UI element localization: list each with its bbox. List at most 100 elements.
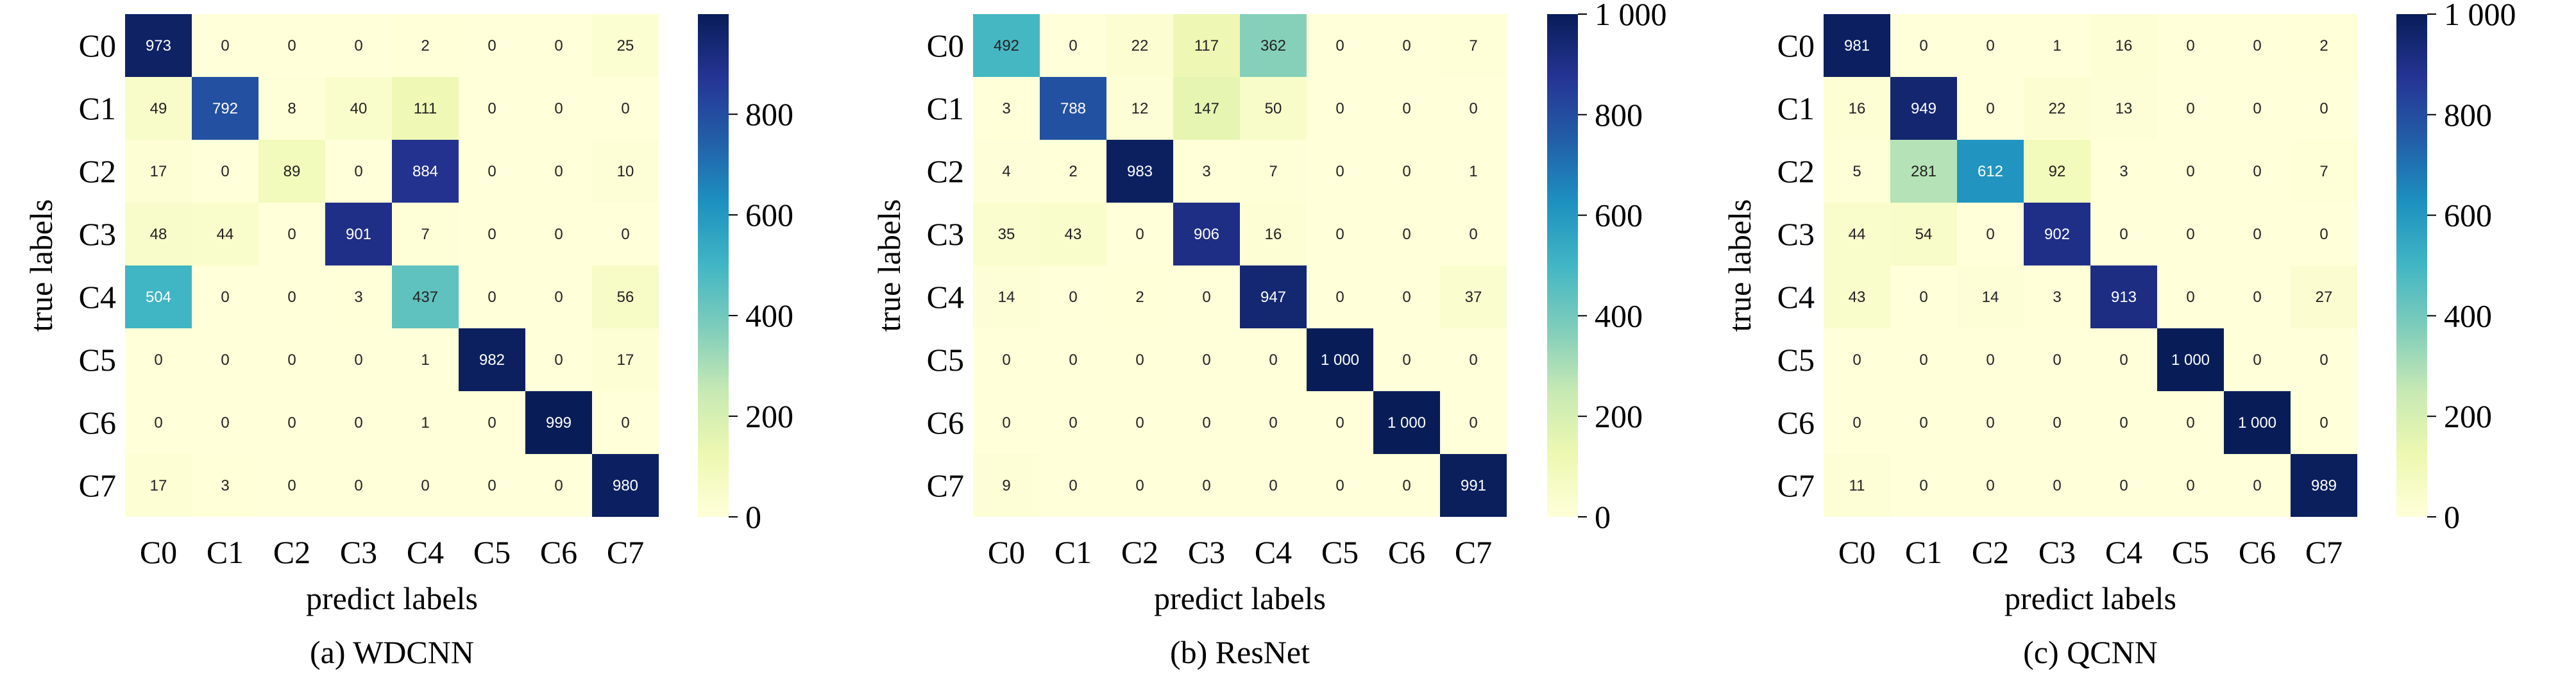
y-tick-label: C7 xyxy=(927,467,964,503)
heatmap-cell xyxy=(2157,14,2224,77)
cell-value-label: 7 xyxy=(1469,37,1477,55)
cell-value-label: 0 xyxy=(2119,477,2128,494)
cell-value-label: 0 xyxy=(1269,414,1277,432)
heatmap-cell xyxy=(525,14,592,77)
cell-value-label: 1 000 xyxy=(1321,351,1359,369)
cell-value-label: 0 xyxy=(221,289,229,306)
heatmap-cell xyxy=(258,328,325,391)
cell-value-label: 3 xyxy=(221,477,229,494)
cell-value-label: 3 xyxy=(2119,163,2128,180)
heatmap-cell xyxy=(1373,203,1440,265)
cell-value-label: 40 xyxy=(350,100,368,117)
cell-value-label: 788 xyxy=(1060,100,1086,117)
heatmap-cell xyxy=(192,454,258,517)
heatmap-cell xyxy=(1106,203,1173,265)
cell-value-label: 2 xyxy=(1135,289,1144,306)
cell-value-label: 0 xyxy=(1986,414,1994,432)
cell-value-label: 0 xyxy=(1986,351,1994,369)
cell-value-label: 3 xyxy=(1002,100,1010,117)
x-tick-label: C0 xyxy=(988,534,1025,570)
heatmap-cell xyxy=(325,265,392,328)
colorbar-tick-label: 600 xyxy=(2444,198,2492,233)
cell-value-label: 0 xyxy=(1469,100,1477,117)
y-tick-label: C4 xyxy=(1777,279,1815,315)
heatmap-cell xyxy=(1173,328,1240,391)
x-tick-label: C3 xyxy=(340,534,377,570)
heatmap-cell xyxy=(1440,265,1507,328)
heatmap-cell xyxy=(192,391,258,454)
cell-value-label: 44 xyxy=(1849,226,1866,243)
cell-value-label: 0 xyxy=(1335,289,1344,306)
heatmap-cell xyxy=(1240,454,1307,517)
heatmap-cell xyxy=(1307,454,1373,517)
cell-value-label: 884 xyxy=(412,163,438,180)
cell-value-label: 0 xyxy=(1402,163,1411,180)
heatmap-cell xyxy=(1040,454,1106,517)
cell-value-label: 949 xyxy=(1911,100,1936,117)
cell-value-label: 43 xyxy=(1065,226,1082,243)
heatmap-cell xyxy=(2090,391,2157,454)
cell-value-label: 50 xyxy=(1265,100,1282,117)
cell-value-label: 8 xyxy=(287,100,296,117)
cell-value-label: 0 xyxy=(1135,226,1144,243)
x-axis-label: predict labels xyxy=(306,580,478,616)
x-tick-label: C6 xyxy=(1388,534,1425,570)
cell-value-label: 1 000 xyxy=(2171,351,2210,369)
cell-value-label: 901 xyxy=(346,226,371,243)
cell-value-label: 89 xyxy=(284,163,301,180)
cell-value-label: 0 xyxy=(1069,477,1077,494)
cell-value-label: 9 xyxy=(1002,477,1010,494)
heatmap-cell xyxy=(1307,140,1373,203)
heatmap-cell xyxy=(1307,14,1373,77)
heatmap-cell xyxy=(1106,454,1173,517)
x-tick-label: C6 xyxy=(540,534,577,570)
heatmap-cell xyxy=(1106,140,1173,203)
colorbar-tick-label: 400 xyxy=(1595,298,1643,333)
heatmap-cell xyxy=(2090,14,2157,77)
cell-value-label: 0 xyxy=(154,351,162,369)
panel-caption: (c) QCNN xyxy=(2023,634,2158,670)
colorbar-tick-label: 600 xyxy=(1595,198,1643,233)
heatmap-cell xyxy=(125,265,192,328)
cell-value-label: 0 xyxy=(487,414,496,432)
x-tick-label: C0 xyxy=(140,534,177,570)
cell-value-label: 0 xyxy=(2319,351,2328,369)
heatmap-cell xyxy=(258,265,325,328)
cell-value-label: 0 xyxy=(2053,414,2061,432)
y-tick-label: C3 xyxy=(1777,216,1815,252)
heatmap-cell xyxy=(2224,454,2291,517)
cell-value-label: 0 xyxy=(1469,351,1477,369)
cell-value-label: 902 xyxy=(2044,226,2070,243)
y-tick-label: C0 xyxy=(927,28,964,63)
cell-value-label: 0 xyxy=(1069,351,1077,369)
cell-value-label: 2 xyxy=(421,37,429,55)
cell-value-label: 0 xyxy=(554,163,563,180)
heatmap-cell xyxy=(1890,203,1957,265)
cell-value-label: 0 xyxy=(1919,477,1928,494)
heatmap-cell xyxy=(192,77,258,140)
heatmap-cell xyxy=(1890,265,1957,328)
cell-value-label: 16 xyxy=(1849,100,1866,117)
heatmap-cell xyxy=(1173,203,1240,265)
confusion-matrix-panel-3: 981 0 0 1 16 0 0 216 949 0 22 13 0 0 05 281 612 92 3 0 0 744 5… xyxy=(1722,0,2516,670)
heatmap-cell xyxy=(1307,203,1373,265)
panel-caption: (a) WDCNN xyxy=(310,634,474,670)
cell-value-label: 999 xyxy=(546,414,572,432)
heatmap-cell xyxy=(973,14,1040,77)
cell-value-label: 43 xyxy=(1849,289,1866,306)
x-tick-label: C2 xyxy=(1972,534,2009,570)
heatmap-cell xyxy=(2291,265,2357,328)
cell-value-label: 0 xyxy=(2186,477,2194,494)
heatmap-cell xyxy=(392,140,459,203)
heatmap-cell xyxy=(325,391,392,454)
heatmap-cell xyxy=(125,328,192,391)
heatmap-cell xyxy=(1040,265,1106,328)
cell-value-label: 0 xyxy=(487,477,496,494)
heatmap-cell xyxy=(2157,391,2224,454)
heatmap-cell xyxy=(192,265,258,328)
heatmap-cell xyxy=(1240,391,1307,454)
cell-value-label: 37 xyxy=(1465,289,1482,306)
heatmap-cell xyxy=(325,140,392,203)
cell-value-label: 437 xyxy=(412,289,438,306)
heatmap-cell xyxy=(1890,14,1957,77)
